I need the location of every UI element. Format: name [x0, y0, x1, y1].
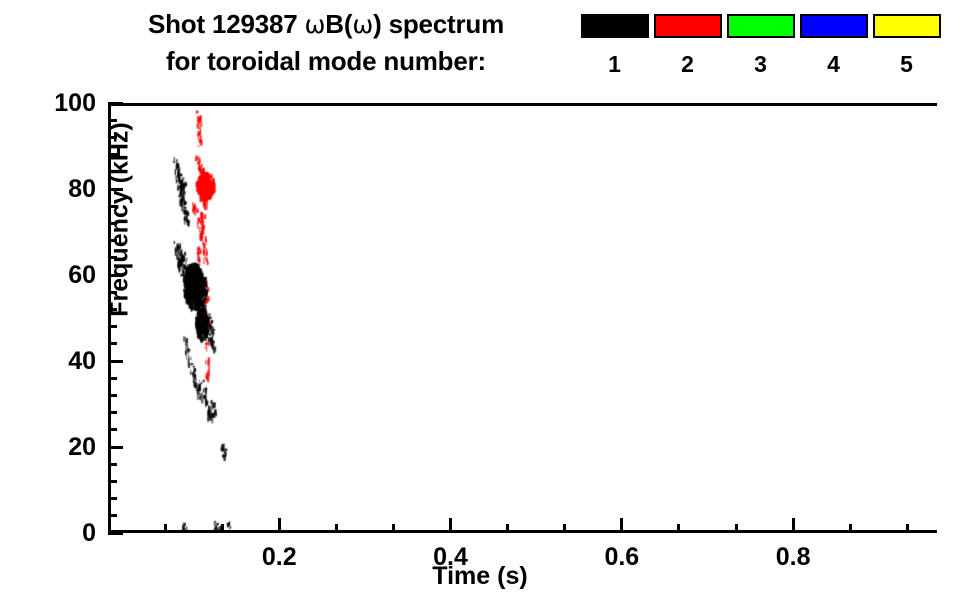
x-tick-minor	[905, 524, 909, 533]
y-tick-minor	[108, 514, 117, 518]
x-tick-label-0.8: 0.8	[775, 543, 811, 571]
plot-area	[108, 101, 937, 535]
x-tick-major-0.8	[791, 518, 795, 533]
legend-label-mode-3: 3	[754, 51, 767, 77]
x-tick-minor	[506, 524, 510, 533]
y-tick-minor	[108, 153, 117, 157]
y-tick-label-100: 100	[54, 89, 96, 117]
x-tick-major-0.2	[277, 518, 281, 533]
y-tick-minor	[108, 462, 117, 466]
y-tick-major-100	[108, 101, 123, 105]
x-tick-minor	[391, 524, 395, 533]
legend-swatch-mode-3	[726, 14, 795, 38]
y-tick-minor	[108, 325, 117, 329]
x-tick-major-0.4	[449, 518, 453, 533]
y-axis-label: Frequency (kHz)	[105, 122, 134, 317]
x-tick-major-0.6	[620, 518, 624, 533]
x-tick-minor	[334, 524, 338, 533]
y-tick-minor	[108, 393, 117, 397]
legend-label-mode-4: 4	[827, 51, 840, 77]
x-tick-minor	[848, 524, 852, 533]
y-tick-minor	[108, 307, 117, 311]
y-tick-major-60	[108, 273, 123, 277]
y-tick-label-60: 60	[68, 261, 96, 289]
x-tick-minor	[677, 524, 681, 533]
y-tick-major-0	[108, 531, 123, 535]
chart-title: Shot 129387 ωB(ω) spectrum for toroidal …	[86, 6, 566, 79]
x-axis-label: Time (s)	[432, 562, 528, 590]
y-tick-major-20	[108, 445, 123, 449]
x-tick-minor	[220, 524, 224, 533]
x-tick-label-0.4: 0.4	[433, 543, 468, 571]
x-tick-minor	[734, 524, 738, 533]
legend-entry-mode-4: 4	[797, 14, 870, 76]
legend-entry-mode-3: 3	[724, 14, 797, 76]
x-tick-label-0.6: 0.6	[604, 543, 640, 571]
x-tick-minor	[163, 524, 167, 533]
legend-entry-mode-2: 2	[651, 14, 724, 76]
y-tick-minor	[108, 204, 117, 208]
y-tick-minor	[108, 170, 117, 174]
legend-entry-mode-5: 5	[870, 14, 943, 76]
y-tick-minor	[108, 376, 117, 380]
y-tick-minor	[108, 290, 117, 294]
omega-symbol-2: ω	[352, 10, 374, 39]
spectrum-canvas	[108, 103, 937, 533]
y-tick-label-0: 0	[82, 519, 96, 547]
legend-swatch-mode-1	[580, 14, 649, 38]
legend-swatch-mode-2	[653, 14, 722, 38]
chart-title-line-2: for toroidal mode number:	[165, 46, 486, 76]
legend-label-mode-1: 1	[608, 51, 621, 77]
legend-swatch-mode-4	[799, 14, 868, 38]
y-tick-label-80: 80	[68, 175, 96, 203]
chart-title-line-1: Shot 129387 ωB(ω) spectrum	[86, 6, 566, 43]
legend-entry-mode-1: 1	[578, 14, 651, 76]
y-tick-minor	[108, 118, 117, 122]
y-tick-minor	[108, 428, 117, 432]
y-tick-minor	[108, 135, 117, 139]
chart-title-prefix: Shot 129387	[147, 9, 305, 39]
y-tick-minor	[108, 239, 117, 243]
y-tick-minor	[108, 479, 117, 483]
x-tick-minor	[563, 524, 567, 533]
legend-label-mode-2: 2	[681, 51, 694, 77]
y-tick-major-80	[108, 187, 123, 191]
y-tick-minor	[108, 497, 117, 501]
y-tick-minor	[108, 342, 117, 346]
y-tick-major-40	[108, 359, 123, 363]
y-tick-minor	[108, 411, 117, 415]
y-tick-label-40: 40	[68, 347, 96, 375]
x-tick-label-0.2: 0.2	[261, 543, 297, 571]
omega-symbol-1: ω	[304, 10, 326, 39]
legend: 1 2 3 4 5	[578, 14, 943, 76]
y-tick-label-20: 20	[68, 433, 96, 461]
y-tick-minor	[108, 256, 117, 260]
chart-title-suffix: ) spectrum	[373, 9, 505, 39]
legend-label-mode-5: 5	[900, 51, 913, 77]
legend-swatch-mode-5	[872, 14, 941, 38]
y-tick-minor	[108, 221, 117, 225]
chart-title-mid: B(	[325, 9, 353, 39]
